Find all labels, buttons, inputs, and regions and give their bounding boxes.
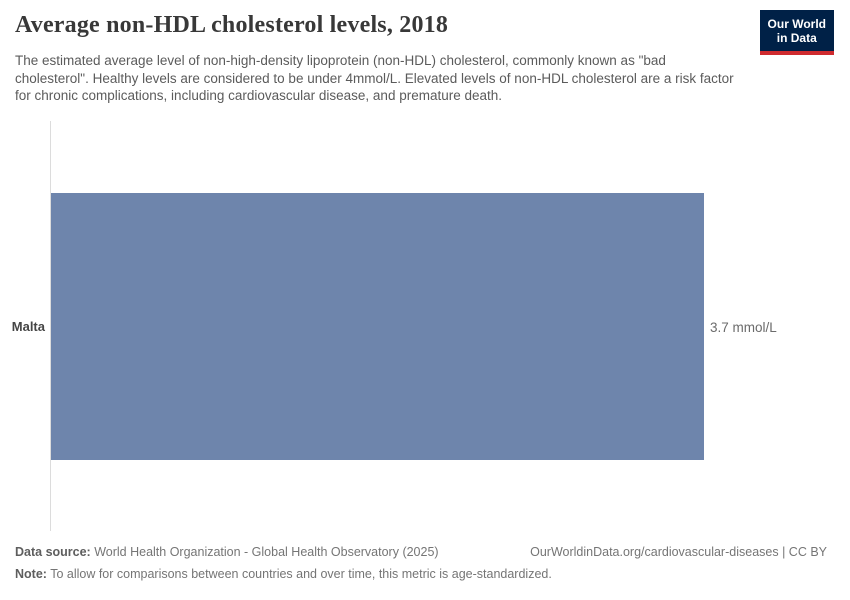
owid-logo[interactable]: Our World in Data [759,10,834,55]
bar-malta[interactable] [51,193,704,460]
data-source-label: Data source: [15,545,91,559]
category-label-malta: Malta [11,319,45,334]
plot-area [51,193,704,460]
chart-subtitle: The estimated average level of non-high-… [15,53,734,103]
owid-url-link[interactable]: OurWorldinData.org/cardiovascular-diseas… [530,545,827,559]
owid-logo-line1: Our World [767,17,826,31]
data-source-text: World Health Organization - Global Healt… [90,545,439,559]
value-label-malta: 3.7 mmol/L [710,320,777,335]
note-text: To allow for comparisons between countri… [46,567,552,581]
owid-logo-line2: in Data [776,31,817,45]
data-source-line: Data source: World Health Organization -… [15,545,439,559]
page-title: Average non-HDL cholesterol levels, 2018 [15,12,449,38]
note-label: Note: [15,567,47,581]
y-axis-line [50,121,51,531]
note-line: Note: To allow for comparisons between c… [15,567,552,581]
